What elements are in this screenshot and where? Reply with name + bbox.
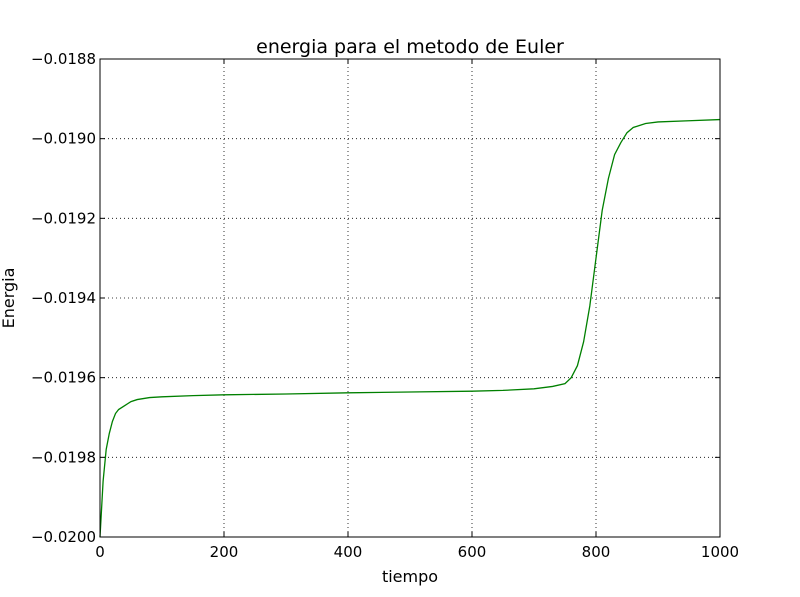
x-tick-label: 400 xyxy=(334,543,363,561)
x-axis-label: tiempo xyxy=(382,567,438,586)
y-tick-label: −0.0198 xyxy=(31,448,96,466)
y-tick-label: −0.0196 xyxy=(31,369,96,387)
energy-series-line xyxy=(99,118,721,538)
tick-labels: 0 200 400 600 800 1000 −0.0200 −0.0198 −0.0196 −0… xyxy=(31,50,739,561)
x-tick-label: 1000 xyxy=(701,543,739,561)
y-tick-label: −0.0200 xyxy=(31,528,96,546)
y-tick-label: −0.0190 xyxy=(31,130,96,148)
y-axis-label: Energia xyxy=(0,268,18,329)
grid-lines xyxy=(99,58,721,538)
x-tick-label: 800 xyxy=(582,543,611,561)
y-tick-label: −0.0192 xyxy=(31,209,96,227)
y-tick-label: −0.0188 xyxy=(31,50,96,68)
x-tick-label: 600 xyxy=(458,543,487,561)
x-tick-label: 0 xyxy=(95,543,105,561)
chart-title: energia para el metodo de Euler xyxy=(256,36,564,58)
plot-frame xyxy=(99,58,721,538)
x-tick-label: 200 xyxy=(210,543,239,561)
y-tick-label: −0.0194 xyxy=(31,289,96,307)
